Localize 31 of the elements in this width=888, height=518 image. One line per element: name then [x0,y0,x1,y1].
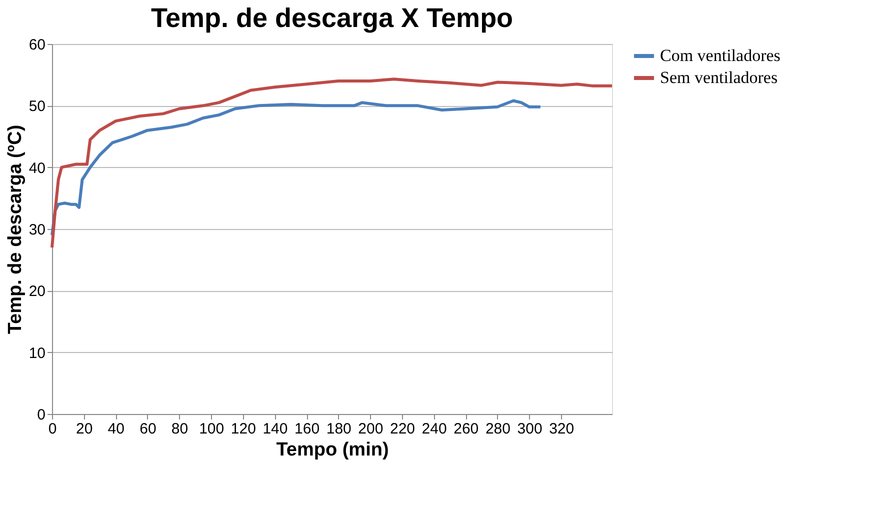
x-tick-label: 100 [199,420,224,438]
y-tick-label: 50 [28,98,46,116]
chart-title: Temp. de descarga X Tempo [150,3,514,33]
x-tick-label: 40 [108,420,124,438]
legend-label: Sem ventiladores [660,68,778,87]
line-series [50,99,542,237]
x-tick-label: 20 [76,420,93,438]
x-tick-label: 240 [422,420,447,438]
y-axis-title: Temp. de descarga (ºC) [4,124,26,334]
y-tick-label: 20 [28,283,46,300]
x-tick-label: 120 [230,420,256,438]
x-tick-label: 300 [517,420,542,438]
line-series [50,78,614,249]
x-tick-label: 160 [294,420,320,438]
legend-label: Com ventiladores [660,46,780,65]
y-tick-label: 40 [28,160,46,177]
y-tick-label: 30 [28,222,46,238]
x-tick-label: 200 [358,420,384,438]
y-tick-label: 0 [37,406,46,424]
x-tick-label: 320 [549,420,574,438]
x-tick-label: 140 [262,420,288,438]
x-tick-label: 0 [48,420,57,438]
x-tick-label: 80 [171,420,188,438]
x-axis-title: Tempo (min) [276,440,389,460]
x-tick-label: 280 [485,420,510,438]
x-tick-label: 60 [140,420,156,438]
y-tick-label: 60 [28,36,46,54]
y-tick-label: 10 [28,344,46,362]
x-tick-label: 220 [390,420,416,438]
x-tick-label: 260 [454,420,479,438]
x-tick-label: 180 [326,420,352,438]
